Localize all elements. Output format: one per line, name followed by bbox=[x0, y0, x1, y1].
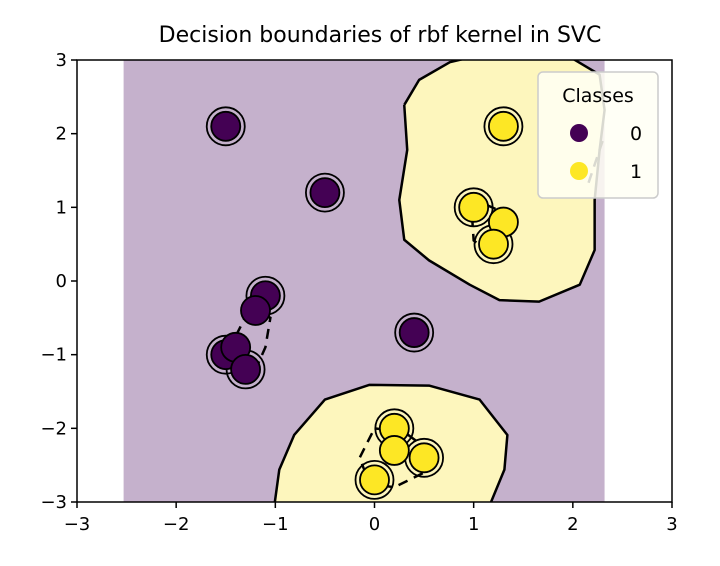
support-vector-ring-7 bbox=[453, 187, 494, 228]
point-class0-1 bbox=[309, 177, 341, 209]
legend-label-1: 1 bbox=[630, 161, 642, 183]
x-tick-label-6: 3 bbox=[666, 514, 677, 535]
y-tick-label-1: −2 bbox=[40, 418, 67, 439]
y-tick-label-0: −3 bbox=[40, 492, 67, 513]
legend-box bbox=[537, 71, 659, 199]
chart-title: Decision boundaries of rbf kernel in SVC bbox=[159, 23, 602, 48]
point-class0-7 bbox=[398, 317, 430, 348]
x-tick-label-3: 0 bbox=[369, 514, 380, 535]
point-class1-0 bbox=[488, 110, 519, 142]
decision-boundary-0 bbox=[398, 60, 606, 303]
x-tick-label-0: −3 bbox=[64, 514, 91, 535]
legend-marker-1 bbox=[570, 162, 588, 180]
x-tick-label-1: −2 bbox=[163, 514, 190, 535]
support-vector-ring-5 bbox=[394, 312, 435, 353]
y-tick-label-5: 2 bbox=[56, 124, 67, 145]
decision-boundary-1 bbox=[273, 383, 509, 502]
point-class0-3 bbox=[240, 295, 271, 326]
point-class0-6 bbox=[230, 353, 261, 385]
support-vector-ring-11 bbox=[354, 459, 395, 500]
point-class1-7 bbox=[359, 464, 390, 496]
point-class1-1 bbox=[458, 191, 490, 223]
margin-line-2 bbox=[358, 427, 431, 489]
legend-label-0: 0 bbox=[630, 123, 642, 145]
x-tick-label-2: −1 bbox=[262, 514, 289, 535]
y-tick-label-6: 3 bbox=[56, 50, 67, 71]
y-tick-label-2: −1 bbox=[40, 345, 67, 366]
point-class1-3 bbox=[478, 228, 509, 260]
legend-title: Classes bbox=[562, 85, 634, 107]
y-tick-label-3: 0 bbox=[56, 271, 67, 292]
support-vector-ring-0 bbox=[205, 106, 246, 147]
legend: Classes 0 1 bbox=[537, 71, 659, 199]
point-class1-6 bbox=[408, 442, 440, 474]
x-tick-label-5: 2 bbox=[567, 514, 578, 535]
point-class1-5 bbox=[378, 435, 410, 466]
y-tick-label-4: 1 bbox=[56, 197, 67, 218]
support-vector-ring-1 bbox=[305, 172, 345, 213]
legend-marker-0 bbox=[570, 124, 588, 142]
x-tick-label-4: 1 bbox=[468, 514, 479, 535]
point-class0-0 bbox=[210, 110, 242, 142]
support-vector-ring-6 bbox=[483, 106, 524, 147]
